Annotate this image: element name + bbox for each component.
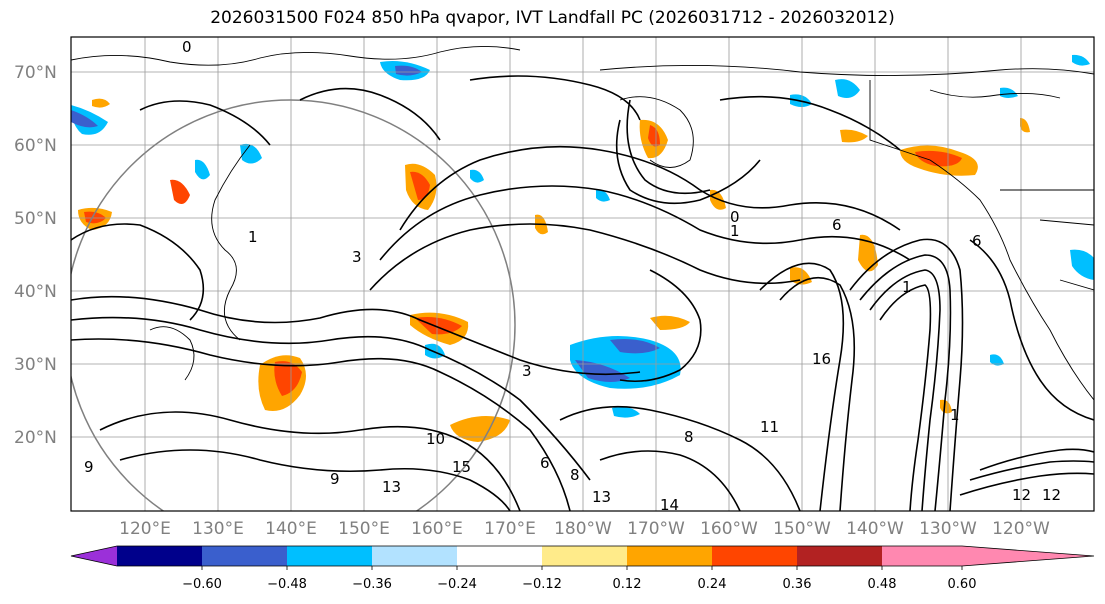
colorbar-tick-label: −0.24 (437, 577, 477, 592)
coastlines (71, 46, 1094, 401)
colorbar-ticks (201, 566, 963, 570)
colorbar-tick-label: 0.12 (613, 577, 642, 592)
contour-label: 12 (1042, 486, 1061, 504)
colorbar-tick-label: 0.36 (783, 577, 812, 592)
colorbar-tick-label: 0.60 (948, 577, 977, 592)
lat-label: 70°N (14, 63, 57, 83)
contour-label: 1 (950, 406, 960, 424)
colorbar-tick-label: −0.60 (182, 577, 222, 592)
colorbar-segment (882, 546, 962, 566)
map-title: 2026031500 F024 850 hPa qvapor, IVT Land… (210, 8, 895, 28)
graticule (71, 37, 1094, 511)
range-circle (71, 99, 516, 511)
colorbar-tick-label: −0.48 (267, 577, 307, 592)
lon-label: 160°E (411, 519, 463, 539)
contour-label: 1 (902, 278, 912, 296)
lat-label: 40°N (14, 282, 57, 302)
lon-axis: 120°E 130°E 140°E 150°E 160°E 170°E 180°… (119, 519, 1050, 539)
ivt-contours (71, 75, 1094, 511)
lon-label: 170°E (484, 519, 536, 539)
colorbar-segment (627, 546, 712, 566)
colorbar-segment (287, 546, 372, 566)
contour-label: 6 (832, 216, 842, 234)
contour-label: 3 (522, 362, 532, 380)
contour-label: 3 (352, 248, 362, 266)
lon-label: 150°E (338, 519, 390, 539)
contour-label: 8 (570, 466, 580, 484)
colorbar-tick-label: 0.24 (698, 577, 727, 592)
lon-label: 150°W (773, 519, 831, 539)
colorbar-outline (70, 545, 1095, 567)
contour-labels: 0 1 3 6 8 9 10 11 12 13 14 15 16 1 0 6 3… (84, 38, 1061, 514)
colorbar-segment (372, 546, 457, 566)
contour-label: 8 (684, 428, 694, 446)
colorbar-segment (797, 546, 882, 566)
contour-label: 1 (730, 222, 740, 240)
colorbar-segment (202, 546, 287, 566)
map-frame (70, 36, 1095, 512)
contour-label: 16 (812, 350, 831, 368)
colorbar-segment (542, 546, 627, 566)
contour-label: 6 (972, 232, 982, 250)
lon-label: 140°W (846, 519, 904, 539)
contour-label: 9 (84, 458, 94, 476)
contour-label: 0 (730, 208, 740, 226)
colorbar-segment (457, 546, 542, 566)
contour-label: 6 (540, 454, 550, 472)
lat-label: 20°N (14, 428, 57, 448)
contour-label: 14 (660, 496, 679, 514)
colorbar-segment (117, 546, 202, 566)
lon-label: 140°E (265, 519, 317, 539)
contour-label: 15 (452, 458, 471, 476)
contour-label: 0 (182, 38, 192, 56)
colorbar-tick-label: −0.36 (352, 577, 392, 592)
contour-label: 13 (592, 488, 611, 506)
lon-label: 120°E (119, 519, 171, 539)
lat-label: 30°N (14, 355, 57, 375)
contour-label: 1 (248, 228, 258, 246)
contour-label: 10 (426, 430, 445, 448)
colorbar-high-extend (962, 546, 1094, 566)
lon-label: 130°E (192, 519, 244, 539)
colorbar-tick-label: −0.12 (522, 577, 562, 592)
lon-label: 120°W (992, 519, 1050, 539)
contour-label: 9 (330, 470, 340, 488)
anomaly-shading (71, 54, 1094, 442)
map-area (71, 37, 1094, 511)
colorbar-low-extend (71, 546, 117, 566)
contour-label: 12 (1012, 486, 1031, 504)
colorbar-tick-label: 0.48 (868, 577, 897, 592)
lon-label: 170°W (627, 519, 685, 539)
colorbar-segment (712, 546, 797, 566)
contour-label: 13 (382, 478, 401, 496)
lat-axis: 70°N 60°N 50°N 40°N 30°N 20°N (14, 63, 57, 448)
lat-label: 60°N (14, 136, 57, 156)
lon-label: 160°W (700, 519, 758, 539)
lat-label: 50°N (14, 209, 57, 229)
lon-label: 180°W (554, 519, 612, 539)
lon-label: 130°W (919, 519, 977, 539)
colorbar: −0.60 −0.48 −0.36 −0.24 −0.12 0.12 0.24 … (70, 545, 1095, 592)
contour-label: 11 (760, 418, 779, 436)
